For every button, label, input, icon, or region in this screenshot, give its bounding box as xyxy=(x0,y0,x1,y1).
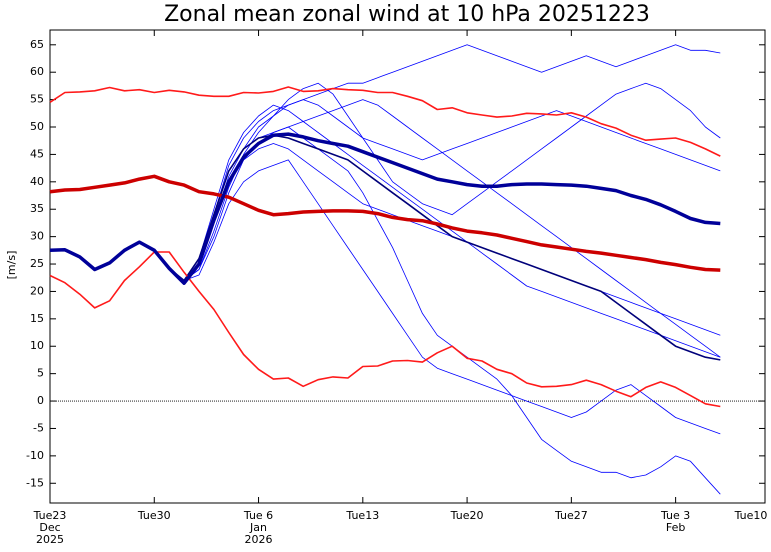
x-year-label: 2025 xyxy=(36,533,64,546)
y-axis-label: [m/s] xyxy=(5,251,18,280)
y-tick-label: -15 xyxy=(26,476,44,489)
series-line xyxy=(49,251,721,408)
x-tick-label: Tue 6 xyxy=(243,509,273,522)
x-tick-label: Tue27 xyxy=(554,509,588,522)
series-line xyxy=(49,143,721,336)
x-month-label: Feb xyxy=(666,521,685,534)
y-tick-label: 0 xyxy=(37,394,44,407)
y-tick-label: 35 xyxy=(30,202,44,215)
y-tick-label: 55 xyxy=(30,93,44,106)
series-line xyxy=(49,174,721,272)
chart-title: Zonal mean zonal wind at 10 hPa 20251223 xyxy=(164,2,650,27)
y-tick-label: 45 xyxy=(30,147,44,160)
series-line xyxy=(49,132,721,285)
y-tick-label: 40 xyxy=(30,175,44,188)
x-tick-label: Tue13 xyxy=(345,509,379,522)
y-tick-label: 65 xyxy=(30,38,44,51)
series-line xyxy=(49,44,721,281)
y-tick-label: -10 xyxy=(26,449,44,462)
x-tick-label: Tue30 xyxy=(137,509,171,522)
plot-frame xyxy=(49,29,766,504)
x-month-label: Jan xyxy=(249,521,267,534)
x-tick-label: Tue23 xyxy=(33,509,67,522)
x-tick-label: Tue 3 xyxy=(660,509,690,522)
series-line xyxy=(49,99,721,358)
y-tick-label: 50 xyxy=(30,120,44,133)
series-line xyxy=(49,104,721,358)
y-tick-label: 30 xyxy=(30,230,44,243)
y-tick-label: 20 xyxy=(30,284,44,297)
y-tick-label: -5 xyxy=(33,421,44,434)
y-tick-label: 25 xyxy=(30,257,44,270)
x-tick-label: Tue10 xyxy=(734,509,768,522)
x-tick-label: Tue20 xyxy=(450,509,484,522)
y-tick-label: 15 xyxy=(30,312,44,325)
x-month-label: Dec xyxy=(39,521,60,534)
y-tick-label: 5 xyxy=(37,367,44,380)
x-year-label: 2026 xyxy=(245,533,273,546)
y-tick-label: 10 xyxy=(30,339,44,352)
series-line xyxy=(49,86,721,157)
y-tick-label: 60 xyxy=(30,65,44,78)
